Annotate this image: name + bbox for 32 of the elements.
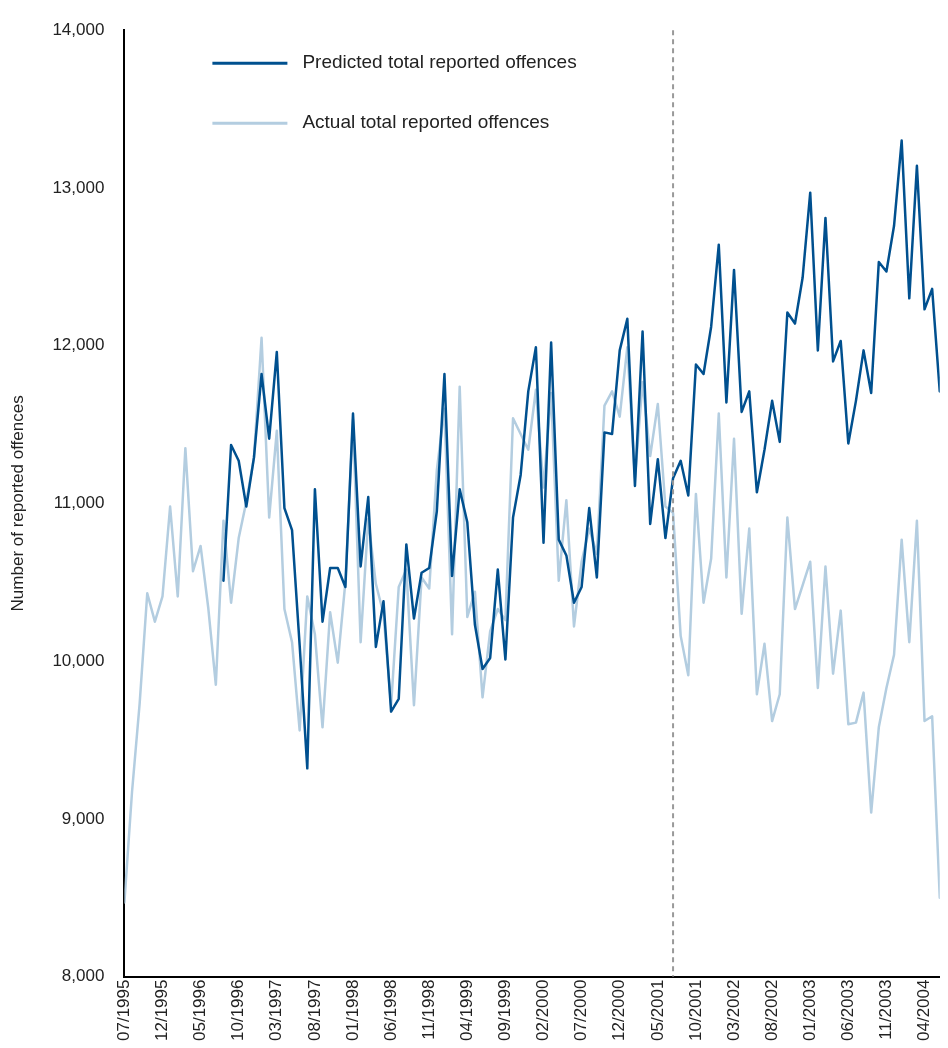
- x-tick-label: 11/1998: [418, 979, 438, 1040]
- x-tick-label: 06/1998: [380, 979, 400, 1041]
- y-tick-label: 9,000: [61, 808, 105, 828]
- x-tick-label: 11/2003: [876, 979, 896, 1040]
- x-tick-label: 03/1997: [266, 979, 286, 1041]
- y-tick-label: 11,000: [53, 493, 105, 513]
- x-tick-label: 04/1999: [457, 979, 476, 1041]
- y-tick-label: 12,000: [52, 335, 105, 355]
- x-tick-label: 12/1995: [152, 979, 172, 1041]
- x-tick-label: 12/2000: [609, 979, 629, 1041]
- x-tick-label: 01/2003: [799, 979, 819, 1041]
- y-tick-label: 13,000: [52, 177, 105, 197]
- legend-label: Actual total reported offences: [302, 111, 550, 133]
- x-tick-label: 05/1996: [190, 979, 210, 1041]
- x-tick-label: 03/2002: [723, 979, 743, 1041]
- y-tick-label: 14,000: [52, 19, 105, 39]
- y-tick-label: 10,000: [52, 650, 105, 670]
- x-tick-label: 07/2000: [571, 979, 591, 1041]
- x-tick-label: 07/1995: [114, 979, 134, 1041]
- x-tick-label: 02/2000: [533, 979, 553, 1041]
- x-tick-label: 08/1997: [304, 979, 324, 1041]
- y-tick-label: 8,000: [61, 966, 105, 986]
- x-tick-label: 06/2003: [838, 979, 858, 1041]
- x-tick-label: 05/2001: [647, 979, 667, 1041]
- legend-label: Predicted total reported offences: [302, 51, 577, 73]
- x-tick-label: 01/1998: [342, 979, 362, 1041]
- x-tick-label: 04/2004: [914, 979, 934, 1041]
- x-tick-label: 10/2001: [685, 979, 705, 1041]
- x-tick-label: 10/1996: [228, 979, 248, 1041]
- x-tick-label: 09/1999: [495, 979, 515, 1041]
- x-tick-label: 08/2002: [761, 979, 781, 1041]
- y-axis-title: Number of reported offences: [7, 395, 27, 612]
